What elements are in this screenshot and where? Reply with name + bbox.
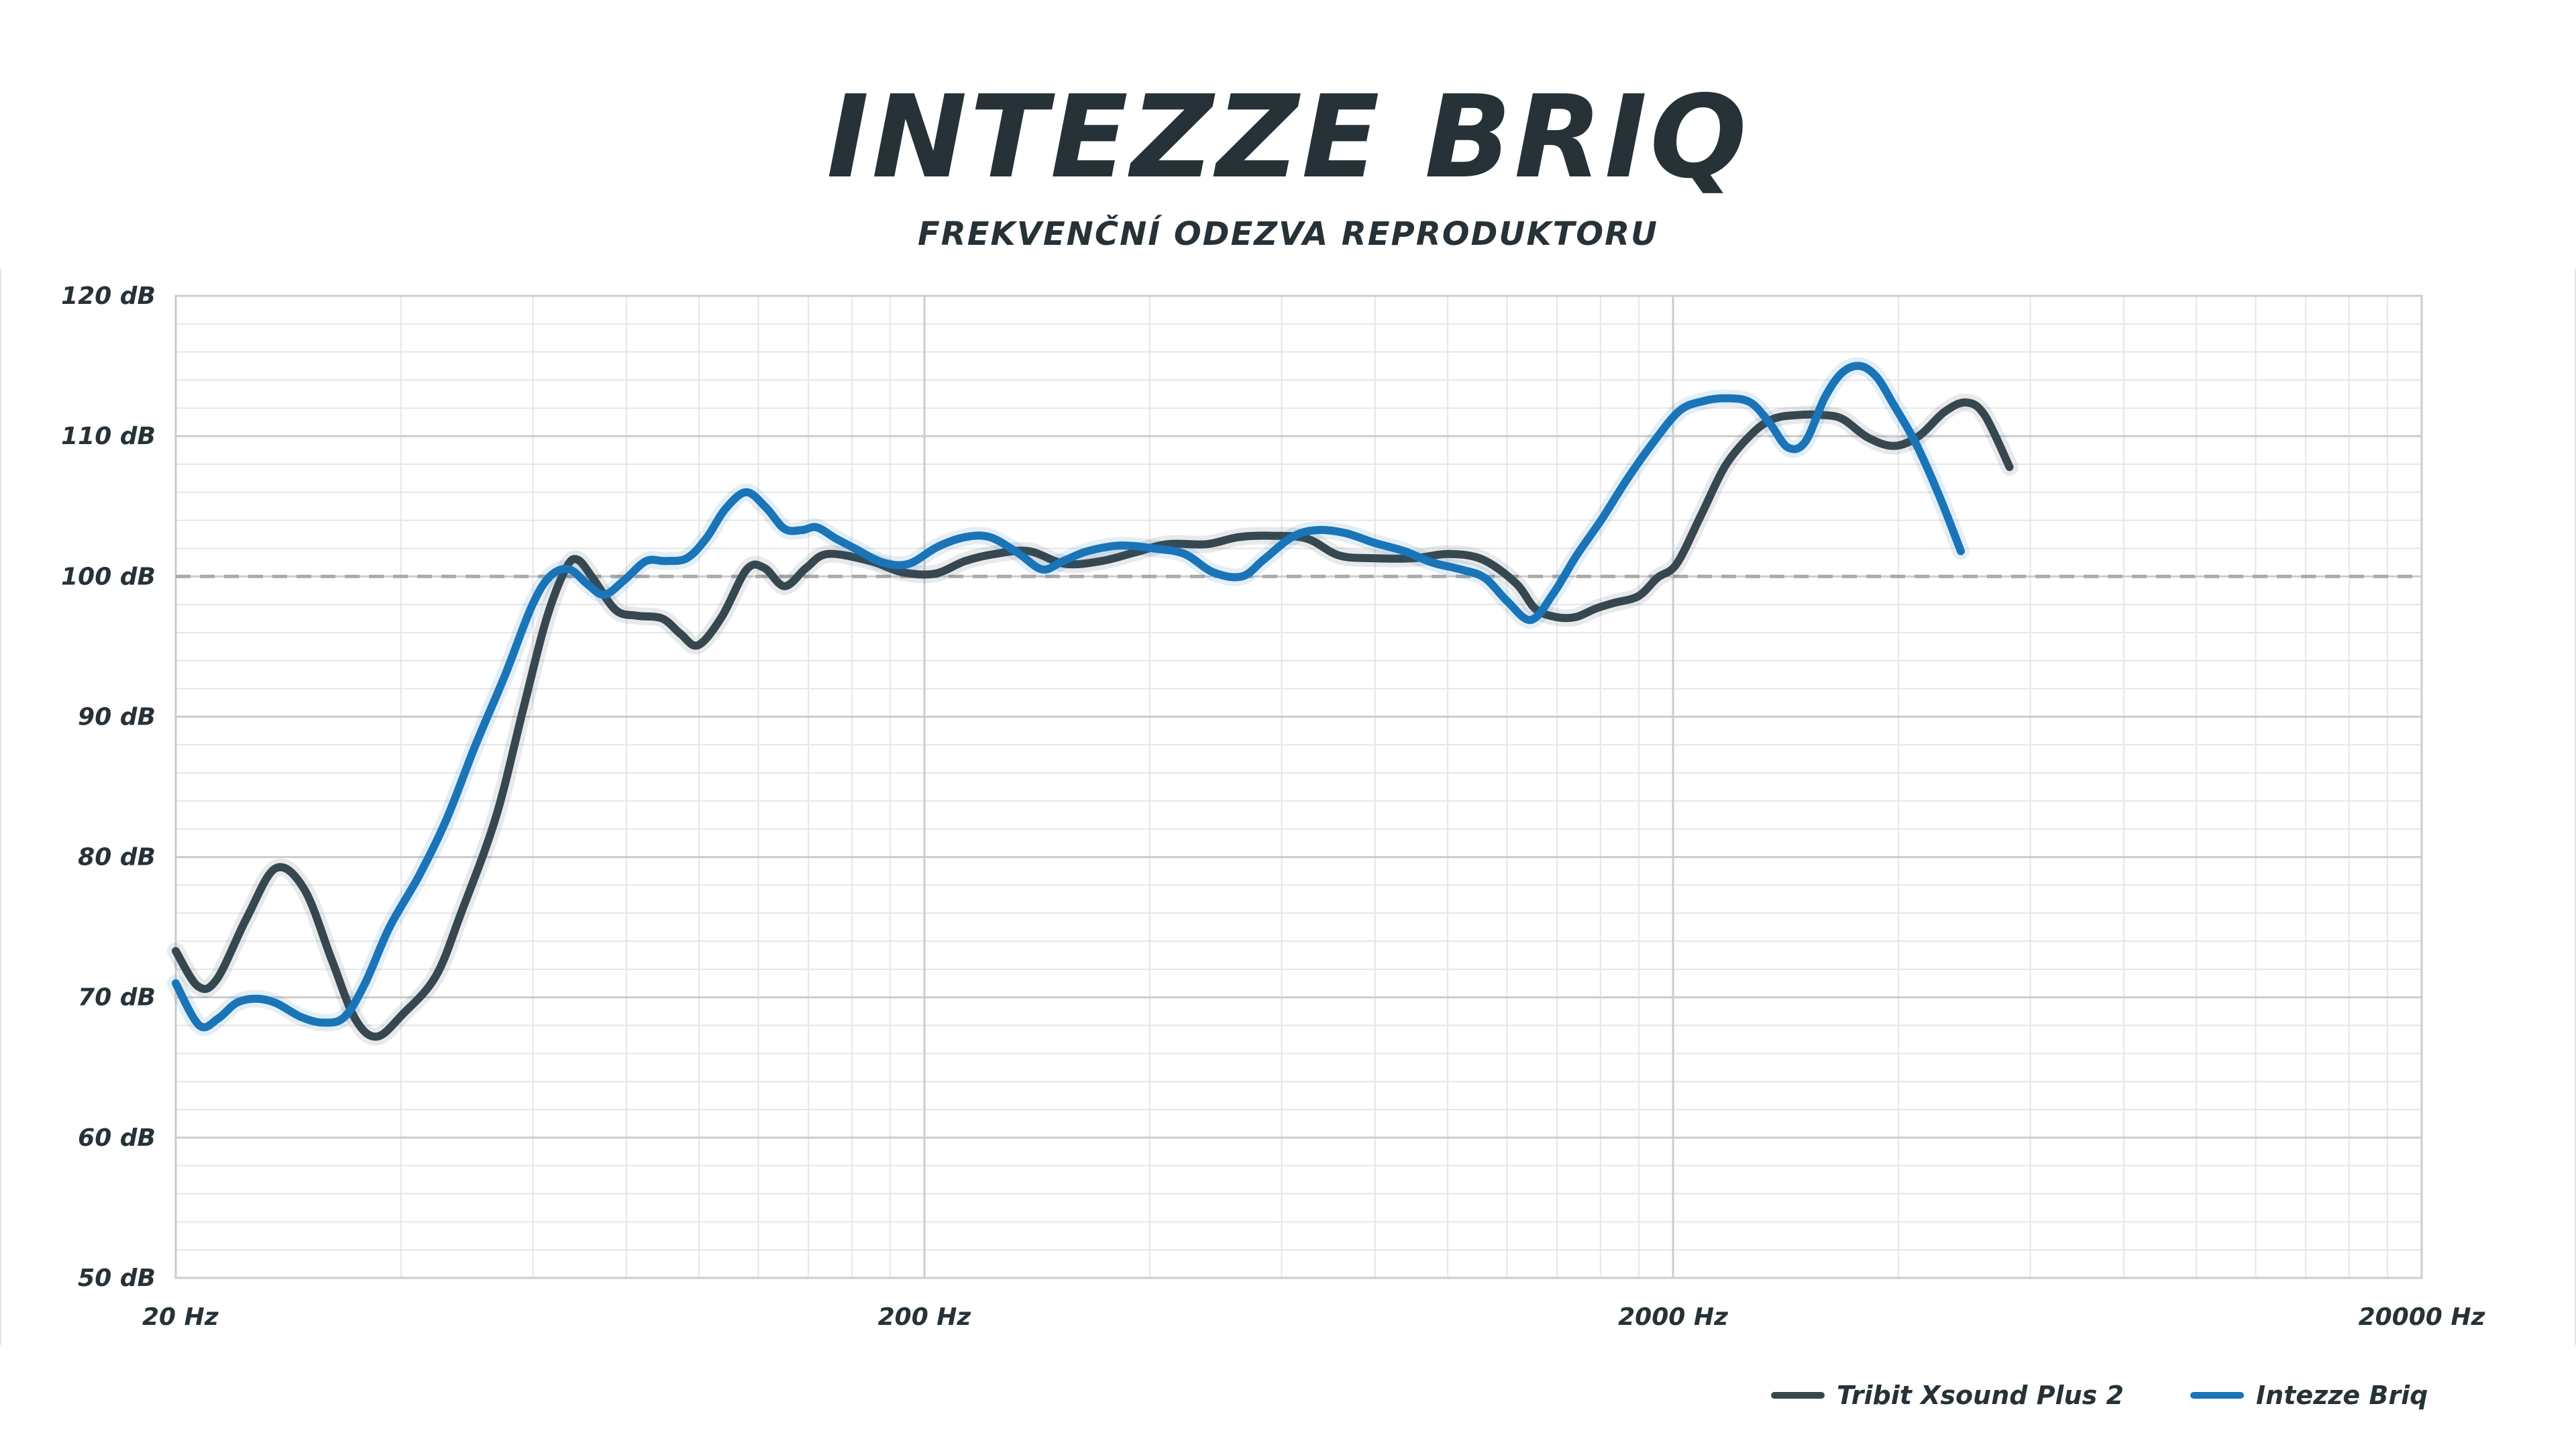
series-line-intezze-briq [172,362,1965,1032]
minor-vertical-grid [400,296,2388,1278]
x-tick-label: 2000 Hz [1618,1303,1729,1331]
legend-label-tribit: Tribit Xsound Plus 2 [1837,1381,2124,1410]
y-tick-label: 110 dB [61,423,156,450]
legend-item-tribit: Tribit Xsound Plus 2 [1771,1375,2124,1415]
y-tick-label: 100 dB [61,563,156,590]
x-tick-label: 200 Hz [878,1303,972,1331]
legend-swatch-tribit [1771,1392,1825,1399]
series-lines [167,357,2019,1046]
right-frame-border [2575,268,2576,1345]
legend-swatch-intezze [2190,1392,2244,1399]
y-tick-label: 120 dB [61,282,156,310]
x-axis-tick-labels: 20 Hz 200 Hz 2000 Hz 20000 Hz [142,1303,2485,1331]
series-line-intezze-briq-glow [167,357,1970,1036]
chart-title: INTEZZE BRIQ [826,71,1750,204]
x-tick-label: 20 Hz [142,1303,219,1331]
y-tick-label: 80 dB [78,844,156,871]
y-tick-label: 90 dB [78,703,156,731]
y-axis-tick-labels: 50 dB 60 dB 70 dB 80 dB 90 dB 100 dB 110 dB 120… [61,282,156,1292]
y-tick-label: 50 dB [78,1265,156,1292]
legend-item-intezze: Intezze Briq [2190,1375,2428,1415]
y-tick-label: 70 dB [78,984,156,1012]
legend-label-intezze: Intezze Briq [2256,1381,2428,1410]
y-tick-label: 60 dB [78,1124,156,1152]
plot-area-border [174,294,2423,1279]
minor-horizontal-grid [176,323,2422,1251]
x-tick-label: 20000 Hz [2359,1303,2486,1331]
chart-subtitle: FREKVENČNÍ ODEZVA REPRODUKTORU [918,215,1658,253]
left-frame-border [0,268,1,1345]
